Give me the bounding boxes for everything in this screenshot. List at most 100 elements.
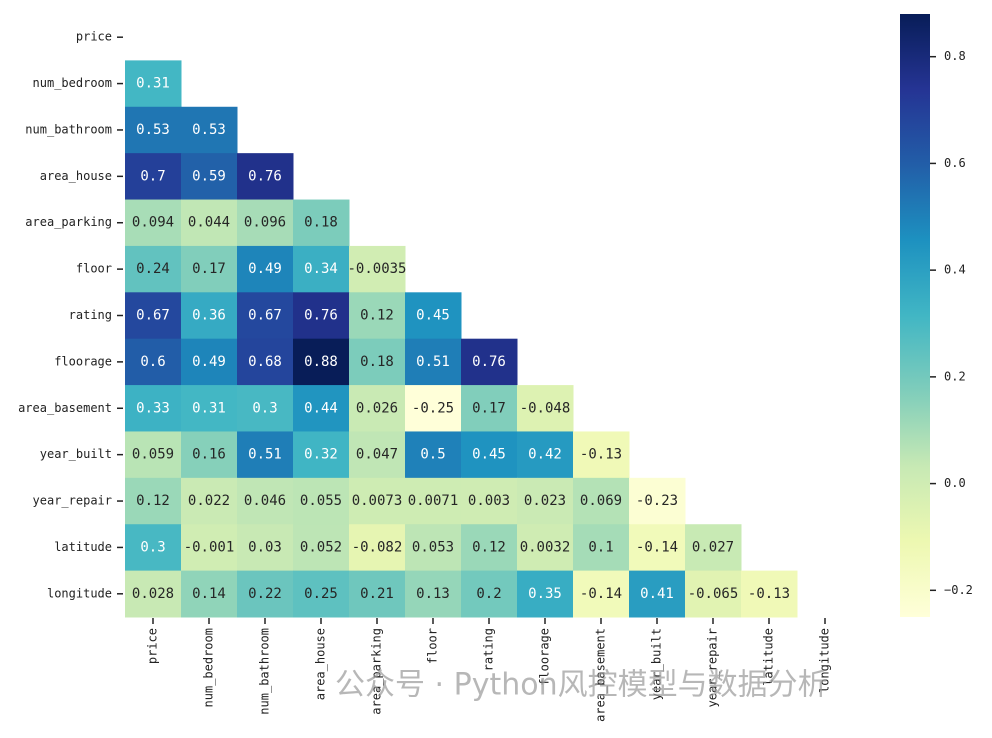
cell-label: 0.36 [192,308,226,324]
cell-label: 0.059 [132,447,174,463]
cell-label: 0.31 [192,400,226,416]
cell [237,153,294,201]
cell-label: 0.2 [476,586,501,602]
cell [629,477,686,525]
cell [293,385,350,432]
cell-label: 0.028 [132,586,174,602]
cell [573,524,630,572]
cell-label: -0.048 [520,400,571,416]
cell [293,245,350,293]
cell-label: 0.0071 [408,493,459,509]
y-tick-label: latitude [54,540,112,554]
colorbar-tick-label: 0.2 [944,369,966,383]
cell [349,431,406,479]
cell-label: 0.052 [300,539,342,555]
cell [349,385,406,432]
cell-label: 0.67 [248,308,282,324]
cell-label: 0.3 [140,539,165,555]
cell-label: 0.026 [356,400,398,416]
cell-label: 0.22 [248,586,282,602]
cell [517,570,574,618]
cell-label: 0.49 [192,354,226,370]
cell [461,477,518,525]
cell-label: 0.12 [136,493,170,509]
cell-label: 0.055 [300,493,342,509]
cell [293,431,350,479]
cell-label: 0.25 [304,586,338,602]
cell [349,292,406,340]
cell [405,385,462,432]
cell [237,431,294,479]
cell [685,524,742,572]
cell-label: 0.003 [468,493,510,509]
cell [517,385,574,432]
cell-label: 0.18 [304,215,338,231]
cell-label: 0.0073 [352,493,403,509]
cell [125,570,182,618]
cell-label: 0.12 [472,539,506,555]
cell-label: -0.14 [580,586,622,602]
cell-label: 0.32 [304,447,338,463]
cell-label: 0.68 [248,354,282,370]
cell-label: 0.3 [252,400,277,416]
cell-label: -0.23 [636,493,678,509]
cell [461,338,518,386]
cell [405,524,462,572]
cell-label: 0.18 [360,354,394,370]
cell [125,338,182,386]
cell [517,477,574,525]
cell-label: -0.13 [748,586,790,602]
cell [405,338,462,386]
cell-label: 0.41 [640,586,674,602]
cell [293,477,350,525]
cell [405,570,462,618]
cell [461,385,518,432]
colorbar-tick-label: −0.2 [944,583,973,597]
cell [181,338,238,386]
cell-label: 0.53 [136,122,170,138]
cell-label: 0.51 [248,447,282,463]
cell [181,199,238,247]
cell-label: 0.046 [244,493,286,509]
cell [741,570,798,618]
cell-label: 0.21 [360,586,394,602]
x-tick-label: floorage [538,628,552,686]
y-tick-label: floorage [54,354,112,368]
cell-label: 0.59 [192,168,226,184]
cell-label: 0.76 [472,354,506,370]
cell-label: -0.14 [636,539,678,555]
cell [349,245,406,293]
cell-label: 0.53 [192,122,226,138]
cell [517,431,574,479]
cell [237,477,294,525]
y-tick-label: rating [69,308,112,322]
cell [629,570,686,618]
cell [181,431,238,479]
cell-label: 0.7 [140,168,165,184]
cell-label: 0.45 [416,308,450,324]
cell-label: 0.24 [136,261,170,277]
cell [237,570,294,618]
x-tick-label: area_parking [370,628,384,715]
cell-label: 0.17 [472,400,506,416]
y-tick-label: longitude [47,586,112,600]
cell-label: 0.34 [304,261,338,277]
cell [181,153,238,201]
cell [181,245,238,293]
cell-label: 0.31 [136,76,170,92]
cell-label: 0.49 [248,261,282,277]
cell [573,570,630,618]
cell [349,338,406,386]
cell [125,60,182,108]
x-tick-label: latitude [762,628,776,686]
cell [125,431,182,479]
cell [517,524,574,572]
x-tick-label: longitude [818,628,832,693]
cell-label: -0.13 [580,447,622,463]
cell [237,292,294,340]
cell-label: 0.76 [248,168,282,184]
cell-label: -0.082 [352,539,403,555]
cell-label: 0.6 [140,354,165,370]
cell [461,570,518,618]
cell [685,570,742,618]
